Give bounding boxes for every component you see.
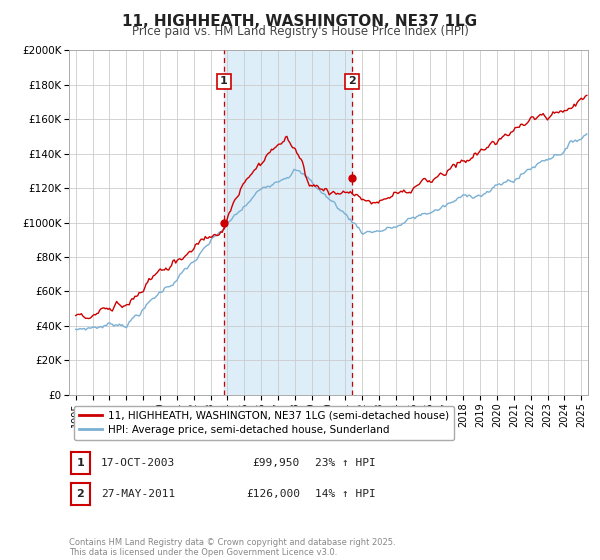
- Text: £99,950: £99,950: [253, 458, 300, 468]
- Text: Contains HM Land Registry data © Crown copyright and database right 2025.
This d: Contains HM Land Registry data © Crown c…: [69, 538, 395, 557]
- Legend: 11, HIGHHEATH, WASHINGTON, NE37 1LG (semi-detached house), HPI: Average price, s: 11, HIGHHEATH, WASHINGTON, NE37 1LG (sem…: [74, 405, 454, 440]
- Text: 1: 1: [77, 458, 84, 468]
- Bar: [224, 50, 352, 395]
- Text: 14% ↑ HPI: 14% ↑ HPI: [315, 489, 376, 499]
- Text: £126,000: £126,000: [246, 489, 300, 499]
- Text: 11, HIGHHEATH, WASHINGTON, NE37 1LG: 11, HIGHHEATH, WASHINGTON, NE37 1LG: [122, 14, 478, 29]
- Text: 23% ↑ HPI: 23% ↑ HPI: [315, 458, 376, 468]
- Text: 27-MAY-2011: 27-MAY-2011: [101, 489, 175, 499]
- Text: 17-OCT-2003: 17-OCT-2003: [101, 458, 175, 468]
- Text: Price paid vs. HM Land Registry's House Price Index (HPI): Price paid vs. HM Land Registry's House …: [131, 25, 469, 38]
- Text: 2: 2: [348, 76, 356, 86]
- Text: 2: 2: [77, 489, 84, 499]
- Text: 1: 1: [220, 76, 228, 86]
